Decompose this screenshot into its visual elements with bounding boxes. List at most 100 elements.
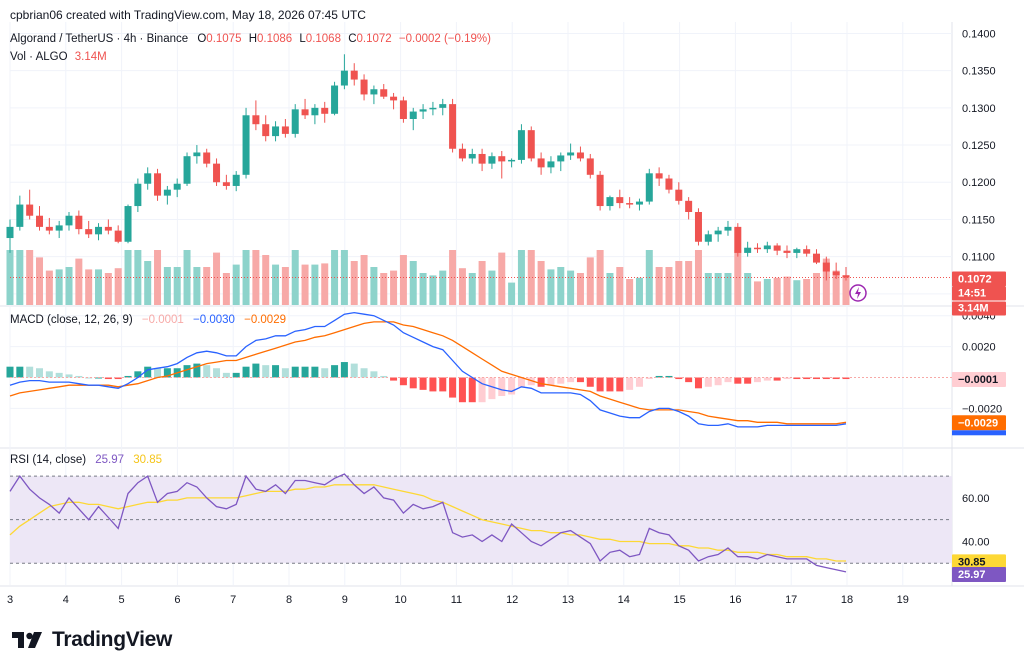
macd-histogram-bar <box>478 377 486 403</box>
macd-histogram-bar <box>163 368 171 378</box>
candle-body <box>537 158 545 168</box>
candle-body <box>635 201 643 205</box>
candle-body <box>193 152 201 157</box>
macd-histogram-bar <box>232 372 240 378</box>
macd-label[interactable]: MACD (close, 12, 26, 9) <box>10 314 133 326</box>
macd-histogram-bar <box>390 377 398 381</box>
candle-body <box>753 247 761 250</box>
volume-bar <box>390 270 398 305</box>
volume-bar <box>399 255 407 305</box>
candle-body <box>409 111 417 119</box>
candle-body <box>272 126 280 137</box>
macd-line <box>9 311 847 428</box>
x-tick-label: 5 <box>119 594 125 606</box>
volume-bar <box>55 269 63 305</box>
candle-body <box>675 189 683 201</box>
high-value: 0.1086 <box>257 33 293 45</box>
candle-body <box>340 70 348 86</box>
candle-body <box>498 156 506 162</box>
macd-histogram-bar <box>55 372 63 378</box>
macd-signal-line <box>9 321 847 425</box>
macd-histogram-bar <box>272 365 280 378</box>
rsi-badge-bg <box>952 567 1006 583</box>
macd-histogram-bar <box>458 377 466 403</box>
candle-body <box>557 155 565 162</box>
macd-histogram-bar <box>45 371 53 378</box>
macd-histogram-bar <box>321 368 329 378</box>
macd-histogram-bar <box>517 377 525 387</box>
macd-histogram-bar <box>183 365 191 378</box>
candle-body <box>124 206 132 242</box>
candle-body <box>783 250 791 253</box>
macd-histogram-bar <box>783 377 791 380</box>
macd-histogram-bar <box>488 377 496 400</box>
volume-bar <box>763 279 771 305</box>
x-tick-label: 16 <box>729 594 741 606</box>
volume-bar <box>685 261 693 305</box>
candle-body <box>134 183 142 207</box>
rsi-ma-value: 30.85 <box>133 454 163 466</box>
macd-histogram-bar <box>193 363 201 378</box>
volume-bar <box>527 250 535 305</box>
rsi-pane[interactable] <box>9 473 952 573</box>
candle-body <box>95 226 103 235</box>
candle-body <box>321 107 329 114</box>
volume-label[interactable]: Vol · ALGO <box>10 51 68 63</box>
volume-bar <box>65 267 73 305</box>
volume-bar <box>626 279 634 305</box>
candle-body <box>301 109 309 116</box>
macd-histogram-bar <box>714 377 722 386</box>
volume-bar <box>803 279 811 305</box>
volume-bar <box>576 273 584 305</box>
volume-bar <box>547 269 555 305</box>
macd-histogram-bar <box>655 375 663 378</box>
open-label: O <box>197 33 207 45</box>
candle-body <box>350 70 358 80</box>
macd-hist-badge-bg <box>952 372 1006 388</box>
macd-histogram-bar <box>734 377 742 384</box>
candle-body <box>714 230 722 235</box>
candle-body <box>724 226 732 231</box>
candle-body <box>547 161 555 168</box>
macd-histogram-bar <box>301 366 309 378</box>
candle-body <box>842 275 850 278</box>
candle-body <box>399 100 407 119</box>
macd-pane[interactable] <box>6 311 953 428</box>
volume-bar <box>567 270 575 305</box>
candle-body <box>281 126 289 134</box>
symbol-name[interactable]: Algorand / TetherUS · 4h · Binance <box>10 33 189 45</box>
rsi-value: 25.97 <box>95 454 125 466</box>
candle-body <box>596 174 604 207</box>
high-label: H <box>248 33 257 45</box>
volume-bar <box>262 255 270 305</box>
volume-bar <box>301 264 309 305</box>
low-label: L <box>299 33 306 45</box>
candle-body <box>419 109 427 112</box>
volume-bar <box>95 269 103 305</box>
volume-bar <box>812 273 820 305</box>
macd-histogram-bar <box>694 377 702 389</box>
macd-histogram-bar <box>222 372 230 378</box>
price-pane[interactable] <box>6 54 953 305</box>
rsi-label[interactable]: RSI (14, close) <box>10 454 87 466</box>
candle-body <box>567 152 575 156</box>
x-tick-label: 12 <box>506 594 518 606</box>
macd-histogram-bar <box>350 363 358 378</box>
candle-body <box>478 153 486 164</box>
x-tick-label: 14 <box>618 594 630 606</box>
candle-body <box>645 173 653 202</box>
candle-body <box>85 229 93 235</box>
macd-histogram-bar <box>685 377 693 383</box>
volume-bar <box>419 273 427 305</box>
volume-bar <box>340 250 348 305</box>
rsi-line <box>9 473 847 573</box>
price-legend: Algorand / TetherUS · 4h · Binance O 0.10… <box>10 33 491 45</box>
tradingview-logo[interactable]: TradingView <box>12 628 172 652</box>
candle-body <box>75 215 83 230</box>
x-tick-label: 11 <box>451 594 462 606</box>
macd-histogram-bar <box>763 377 771 381</box>
macd-line-value: −0.0030 <box>193 314 235 326</box>
volume-bar <box>45 270 53 305</box>
macd-signal-value: −0.0029 <box>244 314 286 326</box>
